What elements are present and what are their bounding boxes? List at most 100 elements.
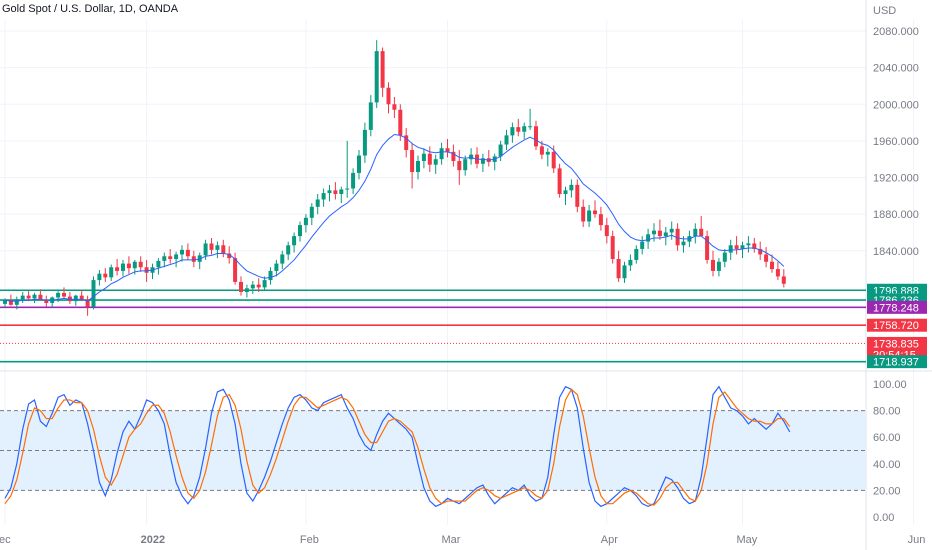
candle-body [256,284,261,288]
candle-body [646,234,651,242]
candle-body [758,248,763,255]
candle-body [539,146,544,155]
candle-body [209,243,214,250]
candle-body [598,214,603,226]
candle-body [652,230,656,235]
candle-body [657,230,662,237]
stoch-k-line [4,385,791,508]
candle-body [604,225,609,237]
candle-body [227,253,232,259]
time-tick-label: Jun [908,534,926,546]
candle-body [121,263,125,271]
candle-body [8,300,13,305]
candle-body [581,206,586,222]
candle-body [180,249,184,255]
time-tick-label: 2022 [141,534,165,546]
candle-body [115,267,120,271]
candle-body [292,236,297,246]
candle-body [445,148,450,152]
candle-body [268,270,273,281]
candle-body [357,155,361,173]
level-badge [867,355,927,369]
candle-body [722,252,727,262]
candle-body [439,148,444,160]
candle-body [711,259,715,271]
candle-body [321,193,326,200]
time-tick-label: Mar [442,534,461,546]
candle-body [746,243,751,246]
candle-body [274,263,279,271]
candle-body [545,151,550,155]
time-tick-label: Apr [601,534,618,546]
candle-body [480,158,485,164]
candle-body [764,254,769,262]
candle-body [174,254,179,260]
candle-body [752,243,757,249]
symbol-title[interactable]: Gold Spot / U.S. Dollar, 1D, OANDA [2,3,179,15]
candle-body [463,159,468,171]
level-badge-label: 1758.720 [873,320,919,332]
candle-body [91,280,96,307]
candle-body [640,241,645,249]
level-badge [867,300,927,314]
candle-body [593,210,597,215]
candle-body [262,280,267,288]
candle-body [79,295,84,300]
candle-body [587,210,592,222]
candle-body [498,144,503,157]
candle-body [392,104,397,110]
candle-body [563,190,568,194]
candle-body [303,217,308,226]
candle-body [534,126,538,147]
candle-body [103,273,108,278]
candle-body [298,225,302,237]
candle-body [404,135,409,151]
level-badge [867,318,927,332]
candle-body [191,256,196,262]
candle-body [109,267,114,278]
candle-body [250,284,255,289]
price-tick-label: 1840.000 [873,246,919,258]
stoch-tick-label: 100.00 [873,379,907,391]
level-badge-label: 1738.835 [873,338,919,350]
price-tick-label: 2000.000 [873,99,919,111]
candle-body [351,172,356,189]
candle-body [716,261,721,271]
candle-body [362,129,367,156]
level-badge [867,283,927,297]
time-tick-label: ec [0,534,11,546]
price-tick-label: 1960.000 [873,136,919,148]
candle-body [675,228,680,246]
candle-body [699,228,704,237]
candle-body [522,126,527,132]
candle-body [557,168,562,194]
candle-body [56,292,61,298]
candle-body [575,184,580,207]
candle-body [740,245,745,249]
candle-body [775,269,780,277]
candle-body [280,254,285,264]
candle-body [26,295,31,299]
candle-body [634,248,639,260]
candle-body [374,51,379,103]
candle-body [286,245,291,255]
candle-body [44,300,49,303]
candle-body [416,161,420,173]
candle-body [20,295,25,300]
candle-body [38,294,43,301]
candle-body [451,151,456,162]
candle-body [770,261,774,270]
candle-body [386,87,391,105]
candle-body [333,190,338,194]
candle-body [504,135,509,145]
candle-body [616,259,621,279]
candle-body [410,150,415,173]
price-tick-label: 1880.000 [873,209,919,221]
stoch-tick-label: 60.00 [873,432,901,444]
candle-body [97,273,102,281]
candle-body [221,245,226,254]
candle-body [73,295,78,302]
candle-body [421,153,426,162]
candle-body [162,256,167,261]
